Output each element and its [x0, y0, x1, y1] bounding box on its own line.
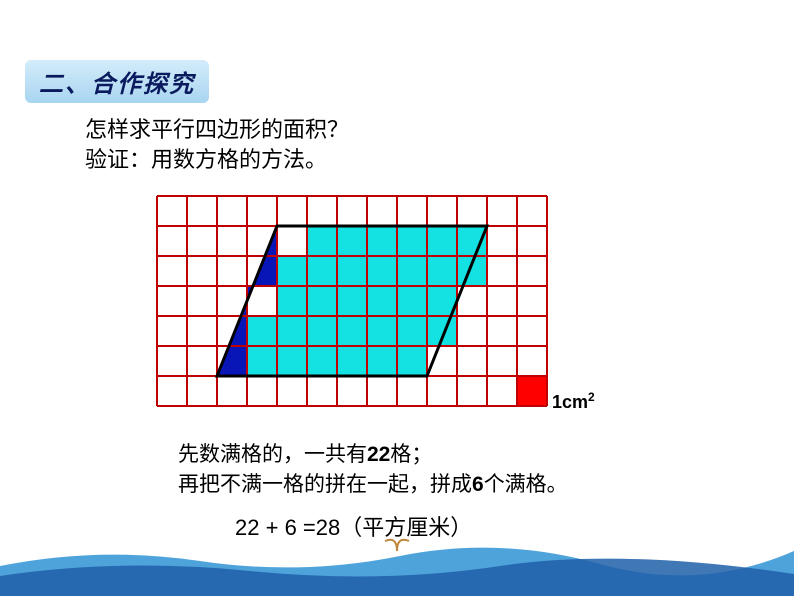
exp2c: 个满格。 — [484, 473, 568, 496]
wave-decoration — [0, 536, 794, 596]
unit-label: 1cm2 — [552, 390, 595, 413]
exp2b: 6 — [472, 473, 484, 496]
exp1c: 格； — [390, 443, 432, 466]
explanation-line1: 先数满格的，一共有22格； — [178, 440, 568, 470]
unit-value: 1cm — [552, 392, 588, 412]
explanation: 先数满格的，一共有22格； 再把不满一格的拼在一起，拼成6个满格。 — [178, 440, 568, 500]
question-line2: 验证：用数方格的方法。 — [85, 145, 349, 175]
exp1a: 先数满格的，一共有 — [178, 443, 367, 466]
unit-exp: 2 — [588, 390, 595, 404]
section-header: 二、合作探究 — [25, 60, 209, 103]
grid-svg — [155, 194, 549, 408]
question-text: 怎样求平行四边形的面积？ 验证：用数方格的方法。 — [85, 115, 349, 175]
exp1b: 22 — [367, 443, 390, 466]
question-line1: 怎样求平行四边形的面积？ — [85, 115, 349, 145]
grid-diagram — [155, 194, 549, 408]
explanation-line2: 再把不满一格的拼在一起，拼成6个满格。 — [178, 470, 568, 500]
exp2a: 再把不满一格的拼在一起，拼成 — [178, 473, 472, 496]
